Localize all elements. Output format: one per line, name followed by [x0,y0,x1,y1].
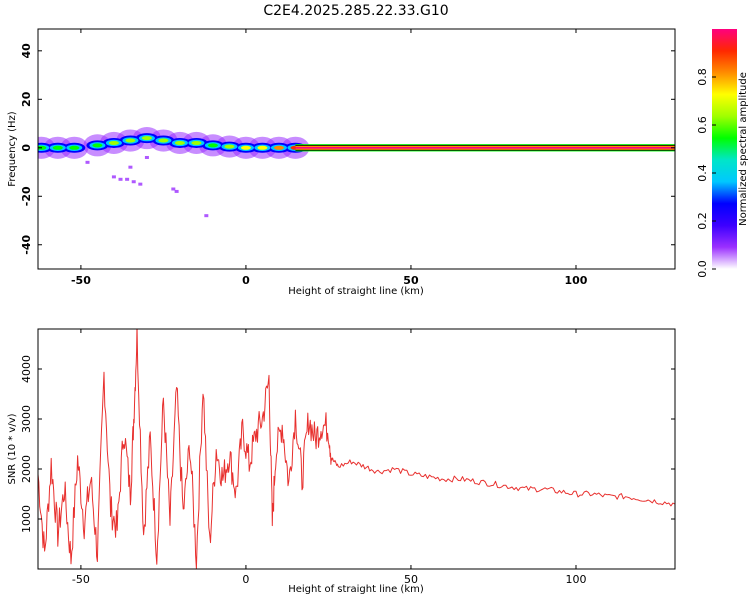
colorbar-ticks: 0.0 0.2 0.4 0.6 0.8 [696,68,716,278]
heatmap-scatter-cell [204,214,209,218]
spectrogram-x-ticks: -50 0 50 100 [71,29,588,287]
heatmap-peak [108,140,119,145]
snr-panel: -50 0 50 100 1000 2000 3000 4000 Height of str… [7,328,676,595]
x-tick-label: -50 [72,573,90,586]
x-tick-label: 100 [565,573,586,586]
heatmap-scatter-cell [138,182,143,186]
heatmap-peak [191,140,202,145]
y-tick-label: 1000 [20,505,33,533]
snr-x-ticks: -50 0 50 100 [72,329,586,586]
spectrogram-frame [37,28,676,270]
y-tick-label: -40 [20,234,33,254]
x-tick-label: 0 [242,573,249,586]
colorbar-tick-label: 0.4 [696,164,709,182]
y-tick-label: 0 [20,144,33,152]
colorbar-tick-label: 0.2 [696,212,709,230]
y-tick-label: 3000 [20,405,33,433]
colorbar-tick-label: 0.6 [696,116,709,134]
heatmap-peak [92,143,103,148]
heatmap-scatter-cell [111,175,116,179]
heatmap-scatter-cell [85,160,90,164]
heatmap-peak [141,136,152,141]
spectrogram-y-label: Frequency (Hz) [7,111,18,187]
y-tick-label: 4000 [20,355,33,383]
colorbar: 0.0 0.2 0.4 0.6 0.8 Normalized spectral ampl… [696,29,749,278]
heatmap-scatter-cell [118,177,123,181]
heatmap-scatter-cell [144,155,149,159]
spectrogram-panel: -50 0 50 100 40 20 0 -20 -40 Height of straight… [7,28,676,297]
y-tick-label: 20 [20,91,33,107]
heatmap-scatter-cell [125,177,130,181]
heatmap-peak [38,145,47,150]
snr-frame [37,328,676,570]
x-tick-label: 50 [404,573,418,586]
chart-title: C2E4.2025.285.22.33.G10 [263,3,448,19]
snr-x-label: Height of straight line (km) [288,584,424,595]
heatmap-peak [273,145,284,150]
heatmap-peak [240,145,251,150]
x-tick-label: 0 [242,274,250,287]
heatmap-peak [69,145,80,150]
y-tick-label: 40 [20,43,33,59]
heatmap-layer [38,127,675,218]
y-tick-label: 2000 [20,455,33,483]
spectrogram-x-label: Height of straight line (km) [288,286,424,297]
heatmap-peak [257,145,268,150]
colorbar-tick-label: 0.8 [696,68,709,86]
snr-y-ticks: 1000 2000 3000 4000 [20,355,675,533]
snr-y-label: SNR (10 * v/v) [7,413,18,484]
heatmap-peak [52,145,63,150]
heatmap-scatter-cell [131,180,136,184]
heatmap-scatter-cell [171,187,176,191]
x-tick-label: 100 [565,274,588,287]
colorbar-gradient [712,29,737,269]
heatmap-scatter-cell [128,165,133,169]
x-tick-label: 50 [403,274,419,287]
heatmap-peak [207,143,218,148]
colorbar-tick-label: 0.0 [696,260,709,278]
snr-series-line [38,329,675,569]
heatmap-peak [158,138,169,143]
heatmap-peak [125,138,136,143]
colorbar-label: Normalized spectral amplitude [738,72,749,226]
y-tick-label: -20 [20,186,33,206]
heatmap-peak [224,144,235,149]
spectrogram-y-ticks: 40 20 0 -20 -40 [20,43,675,255]
heatmap-peak [174,140,185,145]
heatmap-scatter-cell [174,189,179,193]
x-tick-label: -50 [71,274,91,287]
